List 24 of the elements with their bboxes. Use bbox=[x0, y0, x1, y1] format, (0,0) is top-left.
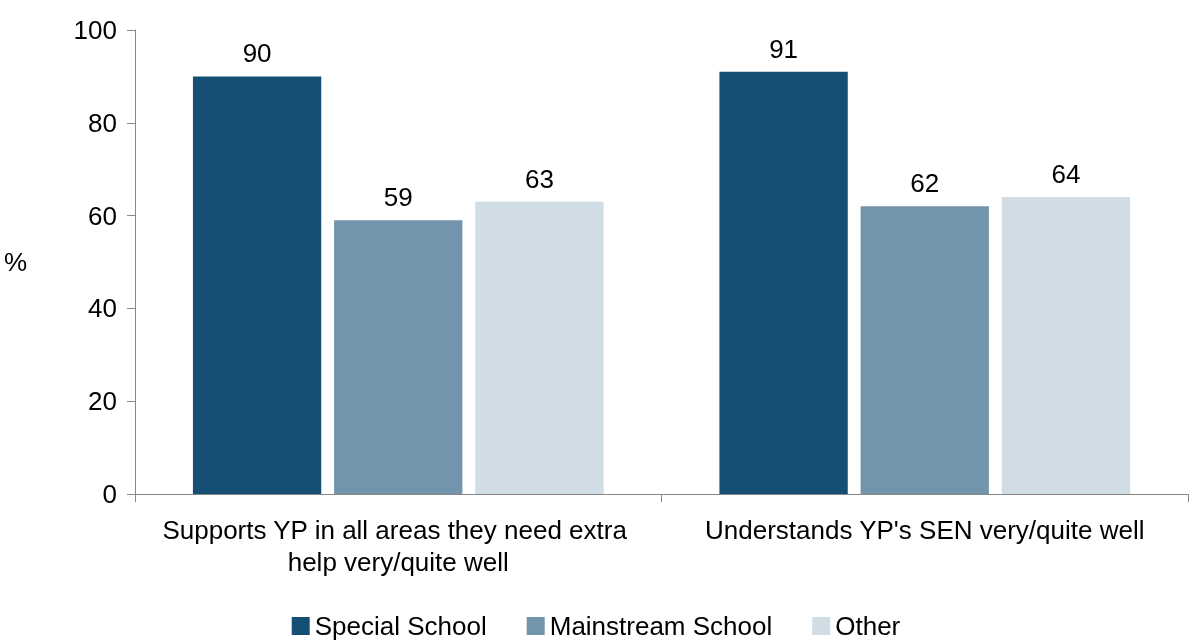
y-tick-label: 100 bbox=[73, 15, 117, 45]
y-tick-label: 40 bbox=[88, 293, 117, 324]
bar bbox=[719, 71, 848, 494]
legend-label: Mainstream School bbox=[549, 611, 773, 641]
data-label: 91 bbox=[769, 33, 799, 64]
y-tick-label: 20 bbox=[88, 386, 117, 417]
bar bbox=[1001, 197, 1131, 494]
data-label: 90 bbox=[242, 38, 272, 69]
data-label: 59 bbox=[383, 182, 413, 213]
data-label: 64 bbox=[1051, 159, 1081, 190]
bar bbox=[334, 220, 463, 494]
bar bbox=[860, 206, 989, 494]
y-tick-label: 80 bbox=[88, 107, 117, 138]
y-tick-label: 0 bbox=[102, 479, 117, 509]
data-label: 63 bbox=[524, 163, 554, 194]
bar bbox=[475, 201, 604, 494]
bar bbox=[192, 76, 322, 494]
legend-label: Special School bbox=[314, 611, 487, 641]
y-axis-title: % bbox=[3, 247, 27, 277]
x-tick-label: Supports YP in all areas they need extra help very/quite well bbox=[162, 515, 635, 577]
data-label: 62 bbox=[910, 168, 940, 199]
legend-label: Other bbox=[835, 611, 901, 641]
x-tick-label: Understands YP's SEN very/quite well bbox=[705, 515, 1145, 545]
y-tick-label: 60 bbox=[88, 200, 117, 231]
